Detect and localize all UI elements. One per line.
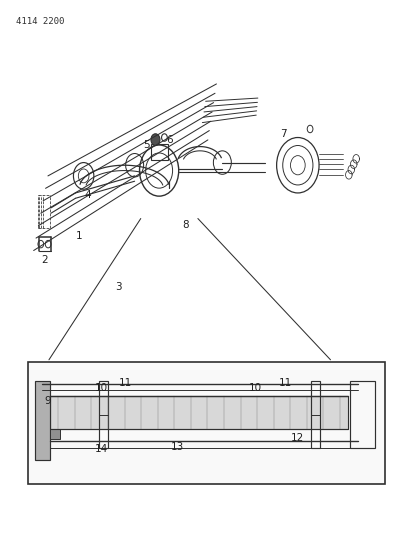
Text: 9: 9 [45,396,51,406]
Polygon shape [50,397,348,429]
Text: 11: 11 [119,378,132,387]
Polygon shape [35,381,50,459]
Text: 6: 6 [166,135,173,144]
Text: 3: 3 [115,282,122,292]
Text: 8: 8 [182,220,189,230]
Circle shape [151,134,160,146]
Text: 5: 5 [143,140,149,150]
Text: 4: 4 [84,190,91,199]
Text: 11: 11 [279,378,292,387]
Text: 7: 7 [280,130,287,139]
Text: 2: 2 [41,255,47,265]
Polygon shape [50,429,60,439]
Text: 13: 13 [171,442,184,451]
Text: 12: 12 [290,433,304,443]
Text: 10: 10 [248,383,262,393]
Text: 10: 10 [95,383,108,393]
Text: 1: 1 [76,231,83,240]
Text: 14: 14 [95,444,108,454]
Text: 4114 2200: 4114 2200 [16,17,65,26]
FancyBboxPatch shape [28,362,385,484]
